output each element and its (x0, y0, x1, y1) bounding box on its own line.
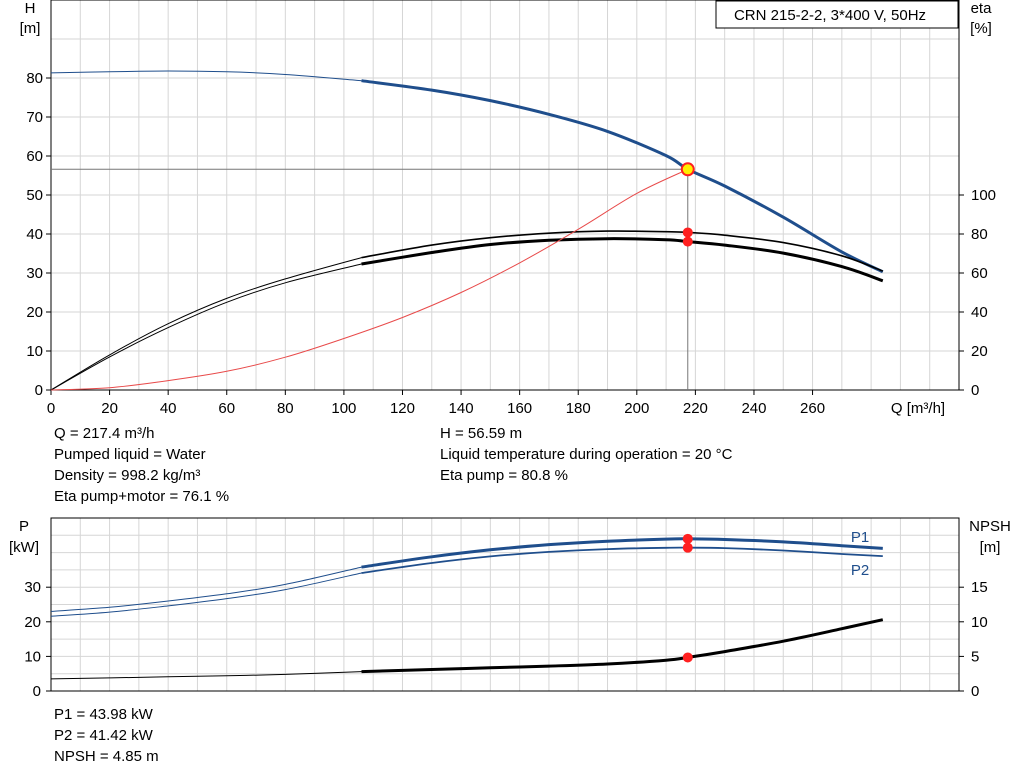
eta-tick-label: 20 (971, 343, 988, 360)
eta_total-curve-thick (361, 237, 884, 283)
P2-curve-thick (361, 546, 883, 574)
eta-tick-label: 0 (971, 382, 979, 399)
title-box (715, 0, 959, 29)
h-tick-label: 10 (26, 343, 43, 360)
density-text: Density = 998.2 kg/m³ (54, 467, 201, 484)
h-value-text: H = 56.59 m (440, 425, 523, 442)
x-tick-label: 240 (741, 400, 766, 417)
x-tick-label: 160 (507, 400, 532, 417)
q-axis-label: Q [m³/h] (891, 400, 945, 417)
p1-series-label: P1 (851, 529, 869, 546)
x-tick-label: 20 (101, 400, 118, 417)
h-tick-label: 70 (26, 109, 43, 126)
op-point-eta-total (682, 236, 693, 247)
h-tick-label: 60 (26, 148, 43, 165)
P1-curve-thin (50, 566, 362, 612)
system-curve (50, 168, 689, 391)
x-tick-label: 200 (624, 400, 649, 417)
eta-tick-label: 60 (971, 265, 988, 282)
p-axis-unit: [kW] (9, 539, 39, 556)
h-axis-unit: [m] (20, 20, 41, 37)
h-tick-label: 50 (26, 187, 43, 204)
x-tick-label: 80 (277, 400, 294, 417)
npsh-axis-unit: [m] (980, 539, 1001, 556)
operating-point-markers (51, 162, 695, 663)
p-tick-label: 10 (24, 648, 41, 665)
eta-axis-unit: [%] (970, 20, 992, 37)
p-tick-label: 30 (24, 579, 41, 596)
h-tick-label: 40 (26, 226, 43, 243)
H-curve-thick (361, 79, 884, 274)
x-tick-label: 60 (218, 400, 235, 417)
eta-tick-label: 40 (971, 304, 988, 321)
info-bottom: P1 = 43.98 kW P2 = 41.42 kW NPSH = 4.85 … (54, 704, 159, 767)
p-tick-label: 20 (24, 614, 41, 631)
op-point-h (680, 162, 695, 177)
eta-pump-motor-text: Eta pump+motor = 76.1 % (54, 488, 230, 505)
op-point-p2 (682, 542, 693, 553)
npsh-tick-label: 0 (971, 683, 979, 700)
liquid-temp-text: Liquid temperature during operation = 20… (440, 446, 733, 463)
H-curve-thin (50, 70, 362, 82)
info-right-top: H = 56.59 m Liquid temperature during op… (440, 423, 732, 486)
eta_pump-curve-thin (50, 257, 362, 391)
p2-value-text: P2 = 41.42 kW (54, 727, 153, 744)
x-tick-label: 260 (800, 400, 825, 417)
eta_pump-curve-thick (361, 230, 884, 272)
op-point-eta-pump (682, 227, 693, 238)
P1-curve-thick (361, 537, 883, 569)
x-tick-label: 140 (449, 400, 474, 417)
bottom-plot-frame (50, 517, 960, 692)
x-tick-label: 120 (390, 400, 415, 417)
npsh-value-text: NPSH = 4.85 m (54, 748, 159, 765)
chart-title: CRN 215-2-2, 3*400 V, 50Hz (734, 7, 926, 24)
p-tick-label: 0 (33, 683, 41, 700)
h-axis-label: H (25, 0, 36, 17)
NPSH-curve-thin (50, 671, 362, 680)
op-point-npsh (682, 652, 693, 663)
x-tick-label: 0 (47, 400, 55, 417)
x-tick-label: 100 (331, 400, 356, 417)
npsh-tick-label: 15 (971, 579, 988, 596)
top-grid (50, 0, 959, 391)
eta-tick-label: 100 (971, 187, 996, 204)
npsh-tick-label: 5 (971, 648, 979, 665)
eta_total-curve-thin (50, 263, 362, 391)
x-tick-label: 220 (683, 400, 708, 417)
curves (50, 70, 884, 680)
h-tick-label: 20 (26, 304, 43, 321)
P2-curve-thin (50, 572, 362, 617)
q-value-text: Q = 217.4 m³/h (54, 425, 155, 442)
tick-labels: 0 20 40 60 80 100 120 140 160 180 200 220 240 2600102… (24, 70, 996, 700)
eta-tick-label: 80 (971, 226, 988, 243)
h-tick-label: 80 (26, 70, 43, 87)
p-axis-label: P (19, 518, 29, 535)
info-left-top: Q = 217.4 m³/h Pumped liquid = Water Den… (54, 423, 229, 507)
x-tick-label: 40 (160, 400, 177, 417)
npsh-axis-label: NPSH (969, 518, 1011, 535)
eta-axis-label: eta (971, 0, 993, 17)
p1-value-text: P1 = 43.98 kW (54, 706, 153, 723)
p2-series-label: P2 (851, 562, 869, 579)
npsh-tick-label: 10 (971, 614, 988, 631)
eta-pump-text: Eta pump = 80.8 % (440, 467, 568, 484)
h-tick-label: 0 (35, 382, 43, 399)
x-tick-label: 180 (566, 400, 591, 417)
pumped-liquid-text: Pumped liquid = Water (54, 446, 206, 463)
op-point-p1 (682, 533, 693, 544)
h-tick-label: 30 (26, 265, 43, 282)
NPSH-curve-thick (361, 618, 884, 674)
